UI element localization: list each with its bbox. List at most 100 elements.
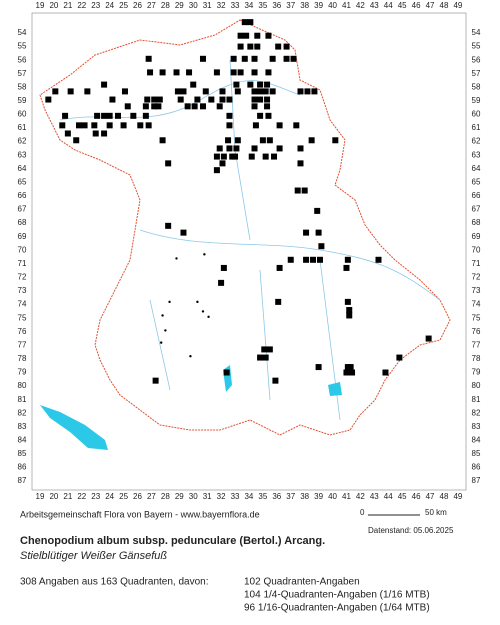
y-label: 67 bbox=[472, 205, 481, 214]
record-square bbox=[310, 256, 317, 263]
x-label: 39 bbox=[314, 1, 323, 10]
y-label: 85 bbox=[18, 449, 27, 458]
record-square bbox=[121, 88, 128, 95]
record-square bbox=[64, 130, 71, 137]
y-label: 77 bbox=[472, 340, 481, 349]
y-label: 79 bbox=[18, 368, 27, 377]
record-square bbox=[216, 145, 223, 152]
record-square bbox=[226, 112, 233, 119]
record-square bbox=[223, 369, 230, 376]
x-label: 34 bbox=[244, 492, 253, 501]
record-square bbox=[52, 88, 59, 95]
record-square bbox=[316, 256, 323, 263]
record-square bbox=[234, 88, 241, 95]
record-square bbox=[241, 55, 248, 62]
x-label: 27 bbox=[147, 1, 156, 10]
record-square bbox=[159, 137, 166, 144]
record-square bbox=[346, 312, 353, 319]
region-outline bbox=[39, 19, 451, 436]
record-square bbox=[155, 103, 162, 110]
record-square bbox=[151, 103, 158, 110]
scale-start: 0 bbox=[360, 508, 365, 517]
x-label: 23 bbox=[91, 1, 100, 10]
record-square bbox=[271, 153, 278, 160]
record-square bbox=[264, 103, 271, 110]
credit: Arbeitsgemeinschaft Flora von Bayern - w… bbox=[20, 509, 260, 519]
y-label: 65 bbox=[472, 177, 481, 186]
y-label: 74 bbox=[18, 300, 27, 309]
x-label: 44 bbox=[384, 492, 393, 501]
x-label: 35 bbox=[258, 1, 267, 10]
record-square bbox=[62, 112, 69, 119]
record-square bbox=[293, 122, 300, 129]
record-square bbox=[243, 32, 250, 39]
record-square bbox=[226, 96, 233, 103]
y-label: 72 bbox=[472, 273, 481, 282]
record-square bbox=[202, 88, 209, 95]
record-square bbox=[101, 81, 108, 88]
record-square bbox=[218, 279, 225, 286]
y-label: 60 bbox=[472, 110, 481, 119]
y-label: 65 bbox=[18, 177, 27, 186]
x-label: 42 bbox=[356, 492, 365, 501]
summary: 308 Angaben aus 163 Quadranten, davon: bbox=[20, 577, 209, 588]
y-label: 84 bbox=[472, 436, 481, 445]
x-label: 30 bbox=[189, 492, 198, 501]
record-dot bbox=[161, 314, 164, 317]
record-square bbox=[349, 369, 356, 376]
record-square bbox=[237, 69, 244, 76]
x-label: 28 bbox=[161, 1, 170, 10]
y-label: 71 bbox=[18, 259, 27, 268]
y-label: 77 bbox=[18, 340, 27, 349]
y-label: 83 bbox=[472, 422, 481, 431]
record-square bbox=[191, 103, 198, 110]
record-dot bbox=[164, 329, 167, 332]
y-label: 62 bbox=[472, 137, 481, 146]
record-square bbox=[73, 137, 80, 144]
record-square bbox=[283, 43, 290, 50]
y-label: 78 bbox=[472, 354, 481, 363]
record-dot bbox=[159, 341, 163, 344]
record-square bbox=[251, 69, 258, 76]
x-label: 26 bbox=[133, 1, 142, 10]
y-label: 79 bbox=[472, 368, 481, 377]
record-square bbox=[109, 96, 116, 103]
record-square bbox=[177, 96, 184, 103]
record-square bbox=[247, 43, 254, 50]
record-square bbox=[294, 187, 301, 194]
y-label: 54 bbox=[18, 28, 27, 37]
record-square bbox=[173, 69, 180, 76]
record-dot bbox=[168, 300, 171, 304]
y-label: 81 bbox=[18, 395, 27, 404]
record-square bbox=[254, 32, 261, 39]
y-label: 74 bbox=[472, 300, 481, 309]
record-square bbox=[251, 55, 258, 62]
record-square bbox=[252, 122, 259, 129]
record-square bbox=[311, 88, 318, 95]
x-label: 35 bbox=[258, 492, 267, 501]
record-square bbox=[304, 88, 311, 95]
subtitle: Stielblütiger Weißer Gänsefuß bbox=[20, 550, 167, 562]
record-square bbox=[297, 88, 304, 95]
x-label: 44 bbox=[384, 1, 393, 10]
record-square bbox=[94, 112, 101, 119]
y-label: 82 bbox=[472, 408, 481, 417]
record-square bbox=[219, 160, 226, 167]
x-label: 31 bbox=[203, 492, 212, 501]
record-square bbox=[234, 137, 241, 144]
x-label: 40 bbox=[328, 1, 337, 10]
record-square bbox=[303, 256, 310, 263]
record-square bbox=[269, 88, 276, 95]
record-square bbox=[308, 137, 315, 144]
record-square bbox=[237, 32, 244, 39]
x-label: 37 bbox=[286, 1, 295, 10]
record-square bbox=[275, 298, 282, 305]
y-label: 59 bbox=[472, 96, 481, 105]
y-label: 57 bbox=[18, 69, 27, 78]
y-label: 75 bbox=[18, 313, 27, 322]
stat: 102 Quadranten-Angaben bbox=[244, 577, 360, 588]
x-label: 22 bbox=[77, 1, 86, 10]
x-label: 37 bbox=[286, 492, 295, 501]
y-label: 87 bbox=[18, 476, 27, 485]
record-square bbox=[315, 229, 322, 236]
